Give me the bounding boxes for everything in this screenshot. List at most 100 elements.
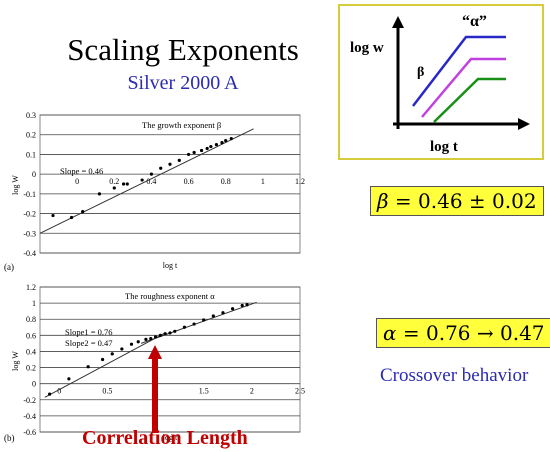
y-tick-label: 0.2 <box>26 364 36 373</box>
x-tick-label: 2 <box>250 387 254 396</box>
data-point <box>120 347 124 351</box>
y-tick-label: 0.1 <box>26 150 36 159</box>
data-point <box>186 152 191 157</box>
data-point <box>177 158 181 162</box>
data-point <box>240 303 244 308</box>
alpha-value: = 0.76 → 0.47 <box>396 321 545 345</box>
data-point <box>209 144 213 149</box>
slide-subtitle: Silver 2000 A <box>127 72 239 94</box>
crossover-text: Crossover behavior <box>380 365 529 386</box>
data-point <box>214 142 219 147</box>
data-point <box>159 166 163 170</box>
x-tick-label: 0.4 <box>146 177 156 186</box>
data-point <box>163 332 167 336</box>
x-axis-label: log t <box>163 261 178 270</box>
data-point <box>144 337 148 341</box>
y-tick-label: 0.2 <box>26 131 36 140</box>
y-tick-label: 1.2 <box>26 283 36 292</box>
y-tick-label: 0.8 <box>26 315 36 324</box>
inset-xlabel: log t <box>430 139 458 155</box>
data-point <box>229 137 233 141</box>
fit-line <box>44 332 166 398</box>
y-tick-label: -0.2 <box>23 396 36 405</box>
y-tick-label: 0.4 <box>26 347 36 356</box>
data-point <box>48 392 52 396</box>
data-point <box>86 365 90 369</box>
data-point <box>205 146 209 151</box>
fit-line <box>140 301 257 344</box>
inset-border <box>338 4 544 160</box>
y-tick-label: 0.6 <box>26 331 36 340</box>
beta-result-box: β = 0.46 ± 0.02 <box>370 186 544 216</box>
data-point <box>140 178 144 182</box>
x-axis-label: log t <box>163 433 178 442</box>
data-point <box>81 210 85 214</box>
y-tick-label: -0.4 <box>23 412 36 421</box>
plot-title: The growth exponent β <box>142 120 221 130</box>
y-tick-label: 0 <box>32 170 36 179</box>
x-tick-label: 0.2 <box>109 177 119 186</box>
correlation-length-label: Correlation Length <box>82 427 248 449</box>
inset-ylabel: log w <box>350 40 384 56</box>
data-point <box>221 311 225 315</box>
data-point <box>51 213 55 218</box>
panel-label: (b) <box>4 433 15 443</box>
x-tick-label: 1.2 <box>295 177 305 186</box>
plot-title: The roughness exponent α <box>125 291 215 301</box>
y-tick-label: -0.1 <box>23 190 36 199</box>
x-tick-label: 0.8 <box>221 177 231 186</box>
up-arrow-icon <box>148 345 162 433</box>
inset-x-arrow-icon <box>518 118 530 130</box>
roughness-exponent-plot: 1.210.80.60.40.20-0.2-0.4-0.600.511.522.… <box>4 283 305 443</box>
data-point <box>230 307 235 311</box>
data-point <box>173 329 177 333</box>
x-tick-label: 2.5 <box>295 387 305 396</box>
x-tick-label: 0.6 <box>184 177 194 186</box>
data-point <box>136 340 140 344</box>
slide-title: Scaling Exponents <box>67 32 299 67</box>
data-point <box>110 352 114 356</box>
x-tick-label: 0 <box>75 177 79 186</box>
data-point <box>182 325 187 329</box>
alpha-result-box: α = 0.76 → 0.47 <box>376 318 550 348</box>
y-axis-label: log W <box>11 175 20 195</box>
data-point <box>67 377 71 381</box>
data-point <box>158 333 162 337</box>
data-point <box>129 342 134 346</box>
data-point <box>100 357 105 362</box>
inset-line-blue <box>412 35 506 107</box>
inset-y-arrow-icon <box>392 16 404 28</box>
inset-alpha-label: “α” <box>462 13 487 30</box>
x-tick-label: 1.5 <box>199 387 209 396</box>
slope-annotation: Slope1 = 0.76 <box>65 327 113 337</box>
data-point <box>121 182 126 186</box>
y-tick-label: 0 <box>32 380 36 389</box>
data-point <box>97 192 102 196</box>
data-point <box>224 139 228 143</box>
fit-line <box>39 128 254 234</box>
data-point <box>202 318 206 322</box>
slope-annotation: Slope2 = 0.47 <box>65 338 113 348</box>
panel-label: (a) <box>4 262 14 272</box>
data-point <box>69 215 74 220</box>
x-tick-label: 1 <box>261 177 265 186</box>
data-point <box>168 331 172 335</box>
y-tick-label: -0.3 <box>23 229 36 238</box>
inset-line-green <box>433 77 506 123</box>
growth-exponent-plot: 0.3 0.2 0.1 0 -0.1 -0.2 -0.3 -0.4 0 0.2 0.4 0.6 0.8 1… <box>4 111 305 272</box>
inset-line-magenta <box>421 57 506 118</box>
data-point <box>192 322 196 326</box>
data-point <box>125 182 129 186</box>
slope-annotation: Slope = 0.46 <box>60 166 103 176</box>
data-point <box>168 162 172 166</box>
alpha-symbol: α <box>383 321 397 345</box>
beta-symbol: β <box>377 189 389 213</box>
data-point <box>112 186 116 190</box>
y-tick-label: 0.3 <box>26 111 36 120</box>
data-point <box>192 150 196 155</box>
data-point <box>199 148 204 153</box>
data-point <box>149 336 153 341</box>
y-tick-label: 1 <box>32 299 36 308</box>
x-tick-label: 0.5 <box>102 387 112 396</box>
beta-value: = 0.46 ± 0.02 <box>388 189 537 213</box>
